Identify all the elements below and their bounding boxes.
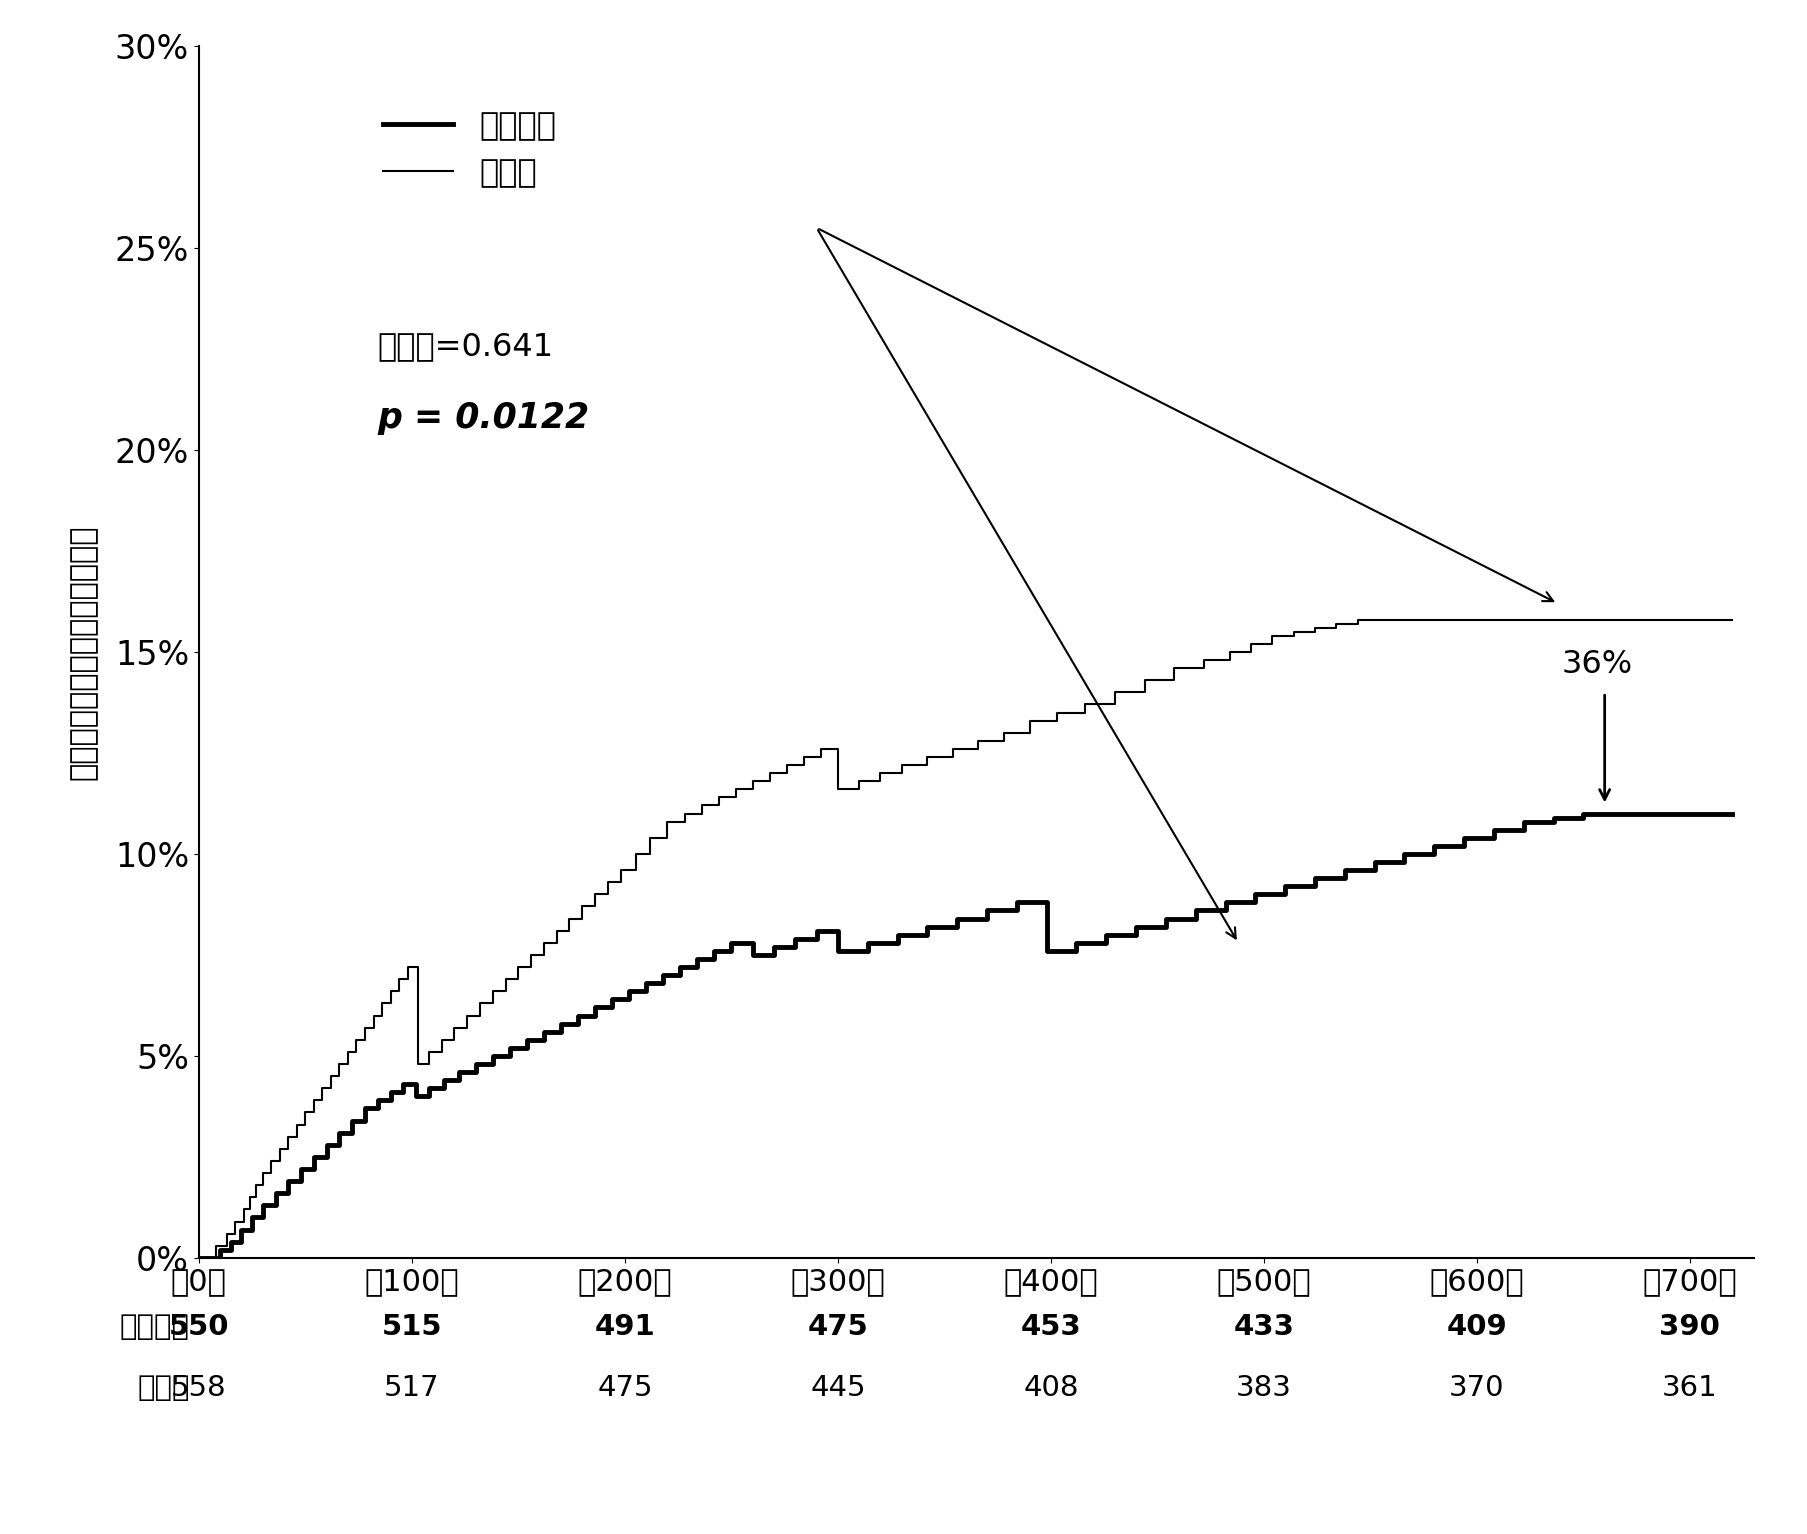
Text: 安慰剂: 安慰剂 — [137, 1374, 190, 1402]
Text: 515: 515 — [381, 1313, 443, 1341]
Text: 390: 390 — [1659, 1313, 1718, 1341]
Y-axis label: 具有确定的进展的患者的百分比: 具有确定的进展的患者的百分比 — [69, 525, 98, 779]
Text: 370: 370 — [1449, 1374, 1503, 1402]
Text: 475: 475 — [596, 1374, 652, 1402]
Text: 383: 383 — [1236, 1374, 1290, 1402]
Text: 409: 409 — [1446, 1313, 1507, 1341]
Text: 445: 445 — [810, 1374, 866, 1402]
Text: 558: 558 — [172, 1374, 226, 1402]
Text: 36%: 36% — [1561, 649, 1632, 680]
Text: 453: 453 — [1019, 1313, 1081, 1341]
Text: 拉喹莫德: 拉喹莫德 — [119, 1313, 190, 1341]
Text: 433: 433 — [1232, 1313, 1294, 1341]
Legend: 拉喹莫德, 安慰剂: 拉喹莫德, 安慰剂 — [370, 98, 569, 202]
Text: p = 0.0122: p = 0.0122 — [378, 400, 589, 434]
Text: 361: 361 — [1661, 1374, 1717, 1402]
Text: 408: 408 — [1023, 1374, 1079, 1402]
Text: 491: 491 — [595, 1313, 654, 1341]
Text: 517: 517 — [383, 1374, 439, 1402]
Text: 475: 475 — [808, 1313, 867, 1341]
Text: 550: 550 — [168, 1313, 229, 1341]
Text: 危险比=0.641: 危险比=0.641 — [378, 331, 553, 362]
